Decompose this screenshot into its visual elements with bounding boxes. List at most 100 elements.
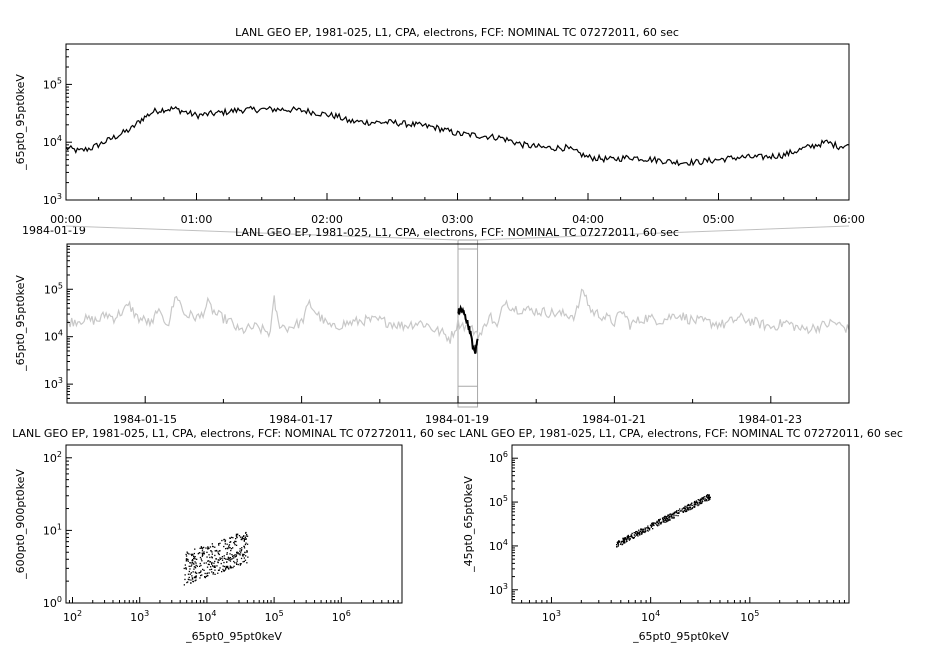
scatter-left-point: [246, 534, 248, 536]
scatter-right-point: [616, 544, 618, 546]
scatter-left-x-tick-label-0: 102: [63, 609, 82, 624]
scatter-left-point: [185, 560, 187, 562]
scatter-left-point: [214, 566, 216, 568]
scatter-right-point: [631, 535, 633, 537]
scatter-left-point: [235, 554, 238, 556]
scatter-left-point: [226, 552, 228, 554]
scatter-left-point: [236, 558, 238, 561]
scatter-left-point: [237, 563, 239, 566]
scatter-right-point: [661, 517, 664, 519]
scatter-left-point: [223, 565, 225, 568]
scatter-right-point: [695, 501, 697, 503]
scatter-left-point: [194, 558, 196, 560]
scatter-left-point: [194, 576, 196, 578]
scatter-left-point: [190, 565, 192, 567]
scatter-right-point: [709, 496, 711, 498]
overview-highlight-box: [457, 239, 479, 408]
scatter-left-point: [246, 550, 248, 552]
scatter-left-point: [185, 567, 187, 570]
scatter-left-point: [241, 547, 243, 549]
scatter-right-point: [618, 540, 620, 542]
scatter-right-point: [709, 498, 711, 500]
scatter-right-point: [636, 530, 638, 533]
scatter-right-point: [673, 517, 675, 519]
scatter-left-point: [242, 553, 244, 555]
scatter-left-point: [187, 581, 189, 583]
scatter-right-point: [701, 502, 703, 504]
scatter-left-point: [199, 552, 201, 554]
scatter-left-point: [219, 558, 221, 560]
scatter-left-point: [191, 577, 193, 579]
scatter-right-point: [636, 532, 638, 535]
scatter-right-point: [702, 500, 704, 502]
scatter-left-point: [214, 554, 216, 557]
scatter-left-point: [245, 542, 247, 544]
scatter-left-ylabel: _600pt0_900pt0keV: [14, 469, 27, 580]
scatter-left-point: [240, 563, 242, 565]
scatter-right-point: [619, 543, 622, 545]
scatter-right-point: [698, 499, 700, 501]
scatter-right-point: [663, 517, 665, 519]
scatter-right-point: [687, 504, 690, 507]
scatter-right-point: [665, 518, 667, 520]
scatter-left-title: LANL GEO EP, 1981-025, L1, CPA, electron…: [12, 427, 456, 440]
scatter-left-point: [213, 565, 215, 568]
scatter-right-point: [621, 543, 624, 545]
scatter-right-point: [707, 495, 710, 497]
scatter-left-point: [222, 570, 225, 572]
scatter-right-point: [640, 529, 642, 531]
scatter-right-point: [677, 509, 680, 512]
scatter-right-point: [633, 537, 635, 539]
scatter-left-point: [246, 551, 248, 553]
scatter-right-point: [700, 502, 702, 505]
scatter-left-point: [230, 558, 232, 561]
scatter-left-point: [203, 553, 205, 555]
scatter-right-point: [675, 514, 677, 517]
scatter-left-point: [232, 547, 234, 549]
scatter-right-point: [669, 513, 672, 515]
top-x-tick-label-6: 06:00: [833, 213, 865, 226]
scatter-left-point: [212, 545, 214, 547]
scatter-left-point: [218, 559, 220, 561]
scatter-right-point: [628, 536, 630, 539]
scatter-right-point: [648, 528, 650, 530]
scatter-left-point: [208, 572, 210, 574]
scatter-right-point: [657, 522, 659, 524]
scatter-left-point: [241, 549, 243, 551]
scatter-left-point: [199, 565, 201, 567]
scatter-left-point: [212, 565, 214, 567]
scatter-left-point: [213, 566, 215, 568]
scatter-right-point: [681, 510, 683, 512]
scatter-right-point: [690, 504, 692, 506]
scatter-left-point: [201, 547, 203, 549]
scatter-right-point: [670, 516, 672, 518]
scatter-right-point: [664, 521, 666, 523]
scatter-right-point: [667, 518, 669, 520]
scatter-right-point: [707, 494, 709, 496]
scatter-left-point: [190, 582, 192, 584]
scatter-left-point: [211, 543, 213, 545]
scatter-right-point: [649, 524, 652, 526]
scatter-left-point: [228, 545, 230, 547]
scatter-left-point: [207, 560, 209, 562]
scatter-right-point: [691, 507, 693, 510]
scatter-right-point: [699, 499, 701, 502]
scatter-left-points: [183, 531, 249, 586]
scatter-left-point: [236, 551, 238, 554]
scatter-right-point: [698, 504, 700, 506]
scatter-right-point: [708, 496, 710, 498]
scatter-right-point: [697, 501, 699, 503]
scatter-right-point: [662, 520, 664, 522]
scatter-right-point: [706, 496, 709, 498]
scatter-left-point: [191, 553, 194, 555]
scatter-right-point: [684, 509, 686, 511]
scatter-left-point: [208, 563, 210, 566]
scatter-left-point: [235, 544, 238, 546]
scatter-left-point: [239, 548, 241, 550]
scatter-left-point: [234, 556, 236, 558]
scatter-left-point: [229, 560, 232, 562]
scatter-left-frame: [65, 444, 403, 604]
scatter-right-point: [642, 530, 644, 533]
scatter-right-point: [650, 526, 652, 528]
scatter-right-point: [689, 508, 691, 511]
